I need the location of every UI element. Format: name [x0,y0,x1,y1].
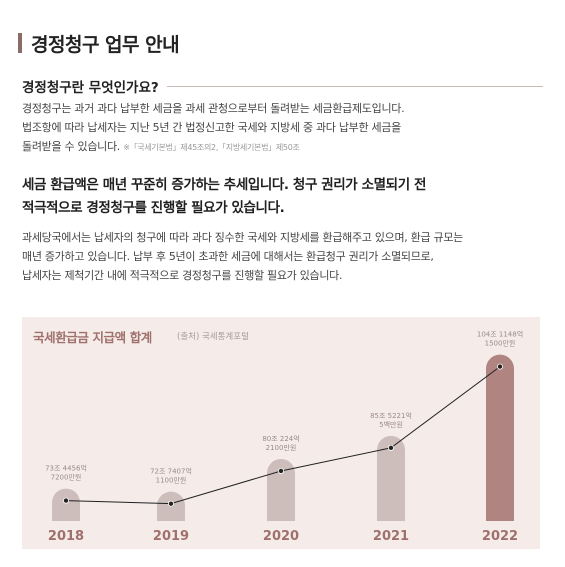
body-paragraph: 과세당국에서는 납세자의 청구에 따라 과다 징수한 국세와 지방세를 환급해주… [22,228,547,285]
year-label-2018: 2018 [48,529,84,544]
bar-2020 [267,458,295,521]
year-label-2020: 2020 [263,529,299,544]
headline-line-2: 적극적으로 경정청구를 진행할 필요가 있습니다. [22,200,285,216]
section-divider [166,85,543,87]
year-label-2022: 2022 [482,529,518,544]
value-label-2018: 73조 4456억 [45,465,87,473]
year-label-2021: 2021 [373,529,409,544]
intro-line-2: 법조항에 따라 납세자는 지난 5년 간 법정신고한 국세와 지방세 중 과다 … [22,121,401,134]
trend-point-2022 [496,363,503,370]
value-label-2022: 104조 1148억 [477,331,523,339]
intro-line-3: 돌려받을 수 있습니다. [22,140,120,153]
refund-chart-panel: 국세환급금 지급액 합계 (출처) 국세통계포털 73조 4456억 7200만원… [22,317,540,549]
bar-2021 [377,435,405,521]
page-title-row: 경정청구 업무 안내 [18,32,180,56]
section-heading-row: 경정청구란 무엇인가요? [22,76,543,96]
bar-2022 [486,354,514,521]
bar-base-2022 [486,507,514,521]
value-sublabel-2021: 5백만원 [379,420,403,429]
bar-base-2019 [157,507,185,521]
value-sublabel-2022: 1500만원 [485,339,516,348]
page-title: 경정청구 업무 안내 [31,33,180,56]
trend-point-2020 [277,467,284,474]
bar-base-2021 [377,507,405,521]
body-line-2: 매년 증가하고 있습니다. 납부 후 5년이 초과한 세금에 대해서는 환급청구… [22,250,434,263]
legal-note: ※「국세기본법」제45조의2,「지방세기본법」제50조 [123,143,300,152]
chart-source: (출처) 국세통계포털 [177,332,249,342]
headline: 세금 환급액은 매년 꾸준히 증가하는 추세입니다. 청구 권리가 소멸되기 전… [22,174,547,220]
intro-line-1: 경정청구는 과거 과다 납부한 세금을 과세 관청으로부터 돌려받는 세금환급제… [22,102,405,115]
bar-base-2020 [267,507,295,521]
chart-title: 국세환급금 지급액 합계 [33,330,152,345]
year-label-2019: 2019 [153,529,189,544]
value-label-2019: 72조 7407억 [150,468,192,476]
value-sublabel-2018: 7200만원 [51,473,82,482]
intro-paragraph: 경정청구는 과거 과다 납부한 세금을 과세 관청으로부터 돌려받는 세금환급제… [22,99,547,157]
value-label-2020: 80조 224억 [262,435,299,443]
headline-line-1: 세금 환급액은 매년 꾸준히 증가하는 추세입니다. 청구 권리가 소멸되기 전 [22,177,427,193]
trend-point-2021 [387,444,394,451]
trend-point-2018 [63,497,70,504]
title-accent-bar [18,33,22,53]
value-label-2021: 85조 5221억 [370,412,412,420]
bar-base-2018 [52,507,80,521]
body-line-3: 납세자는 제척기간 내에 적극적으로 경정청구를 진행할 필요가 있습니다. [22,269,343,282]
intro-line-3-row: 돌려받을 수 있습니다. ※「국세기본법」제45조의2,「지방세기본법」제50조 [22,137,547,157]
value-sublabel-2020: 2100만원 [266,443,297,452]
section-heading: 경정청구란 무엇인가요? [22,80,159,96]
body-line-1: 과세당국에서는 납세자의 청구에 따라 과다 징수한 국세와 지방세를 환급해주… [22,231,463,244]
trend-point-2019 [167,500,174,507]
value-sublabel-2019: 1100만원 [156,476,187,485]
